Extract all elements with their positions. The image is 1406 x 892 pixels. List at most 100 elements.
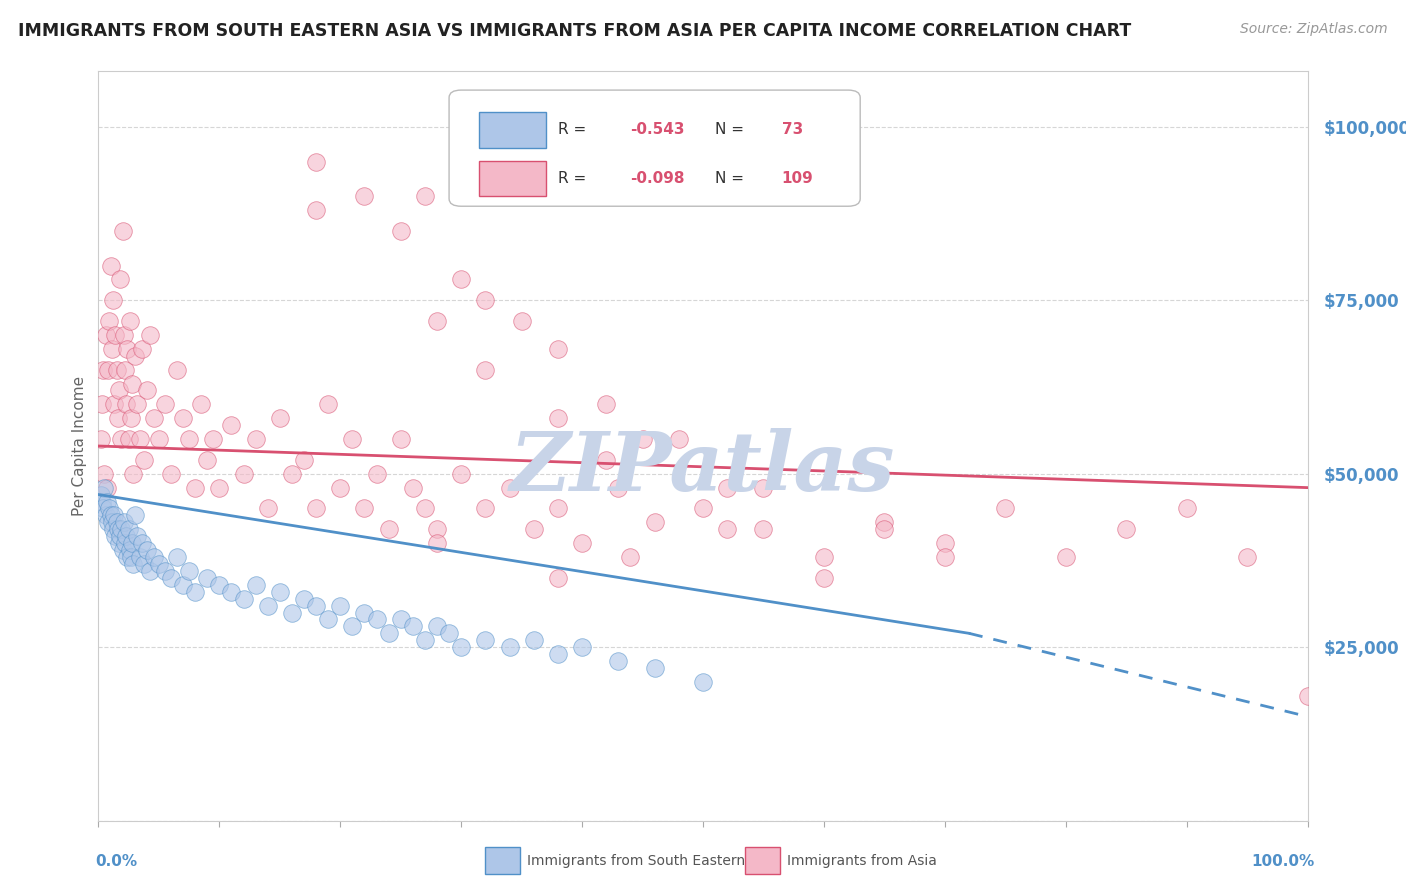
Point: [94, 508, 117, 523]
Point: [91, 501, 114, 516]
Point: [124, 508, 146, 523]
Point: [994, 501, 1017, 516]
Point: [292, 591, 315, 606]
Point: [353, 189, 375, 203]
Point: [108, 272, 131, 286]
Point: [668, 432, 690, 446]
Point: [111, 543, 134, 558]
Point: [232, 467, 254, 481]
Point: [523, 522, 546, 536]
Point: [124, 349, 146, 363]
Point: [329, 599, 352, 613]
Point: [342, 619, 364, 633]
Point: [184, 481, 207, 495]
Point: [143, 549, 166, 564]
Point: [195, 453, 218, 467]
Point: [934, 536, 956, 550]
Point: [752, 522, 775, 536]
Point: [100, 342, 122, 356]
Point: [934, 549, 956, 564]
Point: [305, 599, 328, 613]
Text: R =: R =: [558, 171, 591, 186]
Point: [117, 549, 139, 564]
Point: [111, 224, 134, 238]
Point: [305, 501, 328, 516]
Point: [547, 571, 569, 585]
Point: [450, 272, 472, 286]
Point: [281, 467, 304, 481]
Point: [117, 342, 139, 356]
Point: [644, 661, 666, 675]
Point: [292, 453, 315, 467]
Point: [143, 411, 166, 425]
Text: 0.0%: 0.0%: [96, 855, 138, 869]
Point: [402, 619, 425, 633]
Point: [122, 557, 145, 571]
Point: [135, 384, 157, 398]
Point: [93, 467, 115, 481]
Point: [547, 342, 569, 356]
Point: [148, 557, 170, 571]
Point: [135, 543, 157, 558]
Point: [269, 584, 291, 599]
Point: [389, 432, 412, 446]
Point: [91, 494, 114, 508]
Point: [269, 411, 291, 425]
Point: [105, 362, 128, 376]
Point: [1296, 689, 1319, 703]
Point: [195, 571, 218, 585]
Point: [619, 549, 641, 564]
Point: [100, 259, 122, 273]
Text: Immigrants from Asia: Immigrants from Asia: [787, 854, 938, 868]
Point: [134, 557, 156, 571]
Point: [413, 633, 436, 648]
Point: [426, 619, 449, 633]
Point: [134, 453, 156, 467]
Point: [389, 224, 412, 238]
Point: [474, 293, 496, 308]
Point: [97, 362, 120, 376]
Point: [91, 397, 114, 411]
Point: [716, 481, 738, 495]
Point: [813, 549, 835, 564]
Point: [107, 522, 129, 536]
Point: [716, 522, 738, 536]
Point: [179, 564, 201, 578]
Point: [571, 640, 593, 655]
Text: IMMIGRANTS FROM SOUTH EASTERN ASIA VS IMMIGRANTS FROM ASIA PER CAPITA INCOME COR: IMMIGRANTS FROM SOUTH EASTERN ASIA VS IM…: [18, 22, 1132, 40]
Text: -0.543: -0.543: [630, 122, 685, 137]
Point: [644, 516, 666, 530]
Point: [498, 481, 520, 495]
Point: [221, 418, 243, 433]
Point: [179, 432, 201, 446]
Point: [873, 516, 896, 530]
Point: [103, 508, 125, 523]
Point: [402, 481, 425, 495]
Point: [112, 516, 135, 530]
Point: [110, 522, 132, 536]
Text: ZIPatlas: ZIPatlas: [510, 428, 896, 508]
Point: [377, 522, 399, 536]
Point: [120, 549, 142, 564]
Point: [474, 362, 496, 376]
FancyBboxPatch shape: [449, 90, 860, 206]
Point: [172, 411, 194, 425]
Point: [498, 640, 520, 655]
Point: [127, 397, 149, 411]
Point: [873, 522, 896, 536]
Point: [91, 362, 114, 376]
Text: 73: 73: [782, 122, 803, 137]
Point: [127, 529, 149, 543]
Point: [631, 432, 654, 446]
Text: N =: N =: [716, 122, 749, 137]
Point: [115, 397, 138, 411]
Point: [148, 432, 170, 446]
Point: [1054, 549, 1077, 564]
Point: [547, 647, 569, 661]
Point: [172, 578, 194, 592]
Point: [426, 522, 449, 536]
Point: [94, 328, 117, 343]
Text: N =: N =: [716, 171, 749, 186]
Point: [139, 328, 162, 343]
Point: [121, 536, 143, 550]
